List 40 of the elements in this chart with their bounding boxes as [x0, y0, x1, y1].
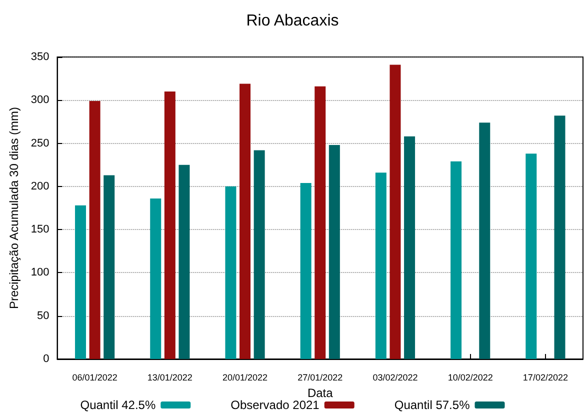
- y-axis-title: Precipitação Acumulada 30 dias (mm): [7, 106, 21, 310]
- bar: [150, 198, 162, 359]
- y-tick-label: 0: [43, 353, 50, 365]
- bar: [89, 101, 100, 359]
- x-tick-label: 20/01/2022: [222, 372, 268, 382]
- y-tick-label: 50: [37, 310, 50, 322]
- bar: [178, 164, 190, 359]
- y-tick-label: 300: [30, 94, 50, 106]
- legend-label: Quantil 42.5%: [80, 398, 156, 412]
- legend-label: Quantil 57.5%: [394, 398, 470, 412]
- y-tick-label: 250: [30, 137, 50, 150]
- bar: [375, 172, 386, 359]
- x-tick-label: 06/01/2022: [72, 372, 118, 382]
- x-tick-label: 17/02/2022: [522, 372, 568, 382]
- bar: [450, 161, 462, 359]
- x-tick-label: 10/02/2022: [448, 372, 493, 382]
- bar: [225, 186, 236, 359]
- bar: [479, 122, 490, 359]
- bar: [526, 154, 537, 359]
- x-tick-label: 13/01/2022: [147, 372, 192, 382]
- bar: [300, 182, 312, 359]
- x-axis-title: Data: [307, 386, 334, 400]
- y-tick-label: 200: [30, 180, 50, 192]
- x-tick-label: 27/01/2022: [298, 372, 343, 382]
- bar: [104, 175, 115, 359]
- y-tick-label: 100: [30, 266, 50, 279]
- chart-title: Rio Abacaxis: [246, 12, 339, 30]
- bar: [390, 64, 401, 359]
- y-tick-label: 150: [30, 224, 50, 236]
- x-tick-label: 03/02/2022: [372, 372, 418, 382]
- bar: [254, 150, 265, 359]
- bar: [328, 145, 340, 359]
- bar: [404, 136, 416, 359]
- legend-label: Observado 2021: [230, 398, 320, 412]
- bar: [164, 92, 176, 359]
- bar: [554, 116, 566, 359]
- bar: [75, 205, 86, 359]
- bar: [240, 84, 251, 359]
- bar: [314, 86, 326, 359]
- y-tick-label: 350: [30, 51, 50, 63]
